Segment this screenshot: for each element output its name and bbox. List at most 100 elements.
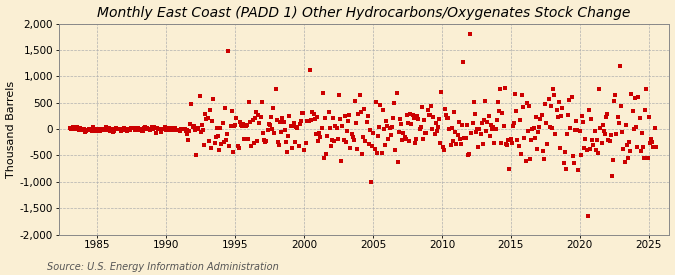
Point — [244, 100, 254, 105]
Point — [253, 113, 264, 117]
Point — [198, 127, 209, 132]
Point — [354, 93, 365, 97]
Point — [558, 161, 569, 166]
Point — [288, 124, 298, 129]
Point — [327, 138, 338, 142]
Point — [599, 131, 610, 136]
Point — [464, 152, 475, 156]
Point — [132, 126, 142, 131]
Point — [109, 129, 119, 133]
Point — [159, 125, 170, 129]
Point — [120, 126, 131, 131]
Point — [101, 127, 112, 131]
Point — [332, 137, 343, 142]
Point — [391, 91, 402, 96]
Point — [250, 110, 261, 115]
Point — [441, 116, 452, 120]
Point — [633, 95, 644, 100]
Point — [194, 94, 205, 98]
Point — [493, 109, 504, 114]
Point — [153, 127, 163, 131]
Point — [299, 148, 310, 152]
Point — [402, 121, 413, 125]
Point — [395, 117, 406, 121]
Point — [218, 140, 229, 144]
Point — [242, 137, 253, 141]
Point — [219, 105, 230, 110]
Point — [622, 156, 633, 161]
Point — [456, 142, 466, 146]
Point — [322, 134, 333, 139]
Point — [346, 132, 357, 137]
Point — [106, 126, 117, 131]
Point — [392, 160, 403, 164]
Point — [222, 131, 233, 136]
Point — [427, 126, 437, 131]
Point — [98, 127, 109, 132]
Point — [356, 110, 367, 115]
Point — [182, 131, 192, 136]
Point — [237, 123, 248, 128]
Point — [399, 135, 410, 140]
Point — [502, 142, 512, 147]
Point — [580, 137, 591, 142]
Point — [426, 104, 437, 109]
Point — [586, 117, 597, 121]
Point — [203, 139, 214, 144]
Point — [376, 150, 387, 155]
Point — [551, 108, 562, 112]
Point — [230, 123, 241, 128]
Point — [389, 100, 400, 105]
Point — [452, 133, 463, 137]
Point — [283, 134, 294, 138]
Point — [240, 123, 251, 128]
Point — [185, 122, 196, 126]
Point — [231, 116, 242, 120]
Point — [474, 127, 485, 132]
Point — [122, 126, 133, 131]
Title: Monthly East Coast (PADD 1) Other Hydrocarbons/Oxygenates Stock Change: Monthly East Coast (PADD 1) Other Hydroc… — [97, 6, 630, 20]
Point — [508, 124, 518, 128]
Point — [310, 132, 321, 136]
Point — [510, 92, 520, 96]
Point — [117, 128, 128, 132]
Point — [154, 127, 165, 132]
Point — [413, 116, 424, 121]
Point — [601, 114, 612, 119]
Point — [451, 142, 462, 146]
Point — [497, 111, 508, 115]
Point — [269, 131, 280, 135]
Point — [317, 91, 328, 95]
Point — [412, 114, 423, 119]
Point — [126, 126, 136, 130]
Point — [594, 87, 605, 92]
Point — [209, 141, 220, 145]
Point — [96, 126, 107, 131]
Point — [575, 153, 586, 157]
Point — [278, 120, 289, 124]
Point — [125, 128, 136, 132]
Point — [583, 108, 594, 112]
Point — [82, 128, 92, 132]
Point — [72, 125, 82, 129]
Point — [112, 127, 123, 131]
Point — [88, 127, 99, 131]
Point — [408, 116, 419, 120]
Point — [398, 130, 409, 135]
Point — [227, 149, 238, 154]
Point — [450, 130, 460, 134]
Point — [84, 126, 95, 131]
Point — [188, 123, 199, 128]
Point — [80, 129, 91, 134]
Point — [649, 126, 660, 130]
Point — [469, 111, 480, 116]
Point — [363, 142, 374, 146]
Point — [437, 144, 448, 149]
Point — [533, 130, 543, 134]
Point — [277, 116, 288, 121]
Point — [205, 108, 215, 112]
Point — [285, 124, 296, 128]
Point — [320, 116, 331, 121]
Point — [217, 120, 228, 125]
Point — [109, 126, 120, 131]
